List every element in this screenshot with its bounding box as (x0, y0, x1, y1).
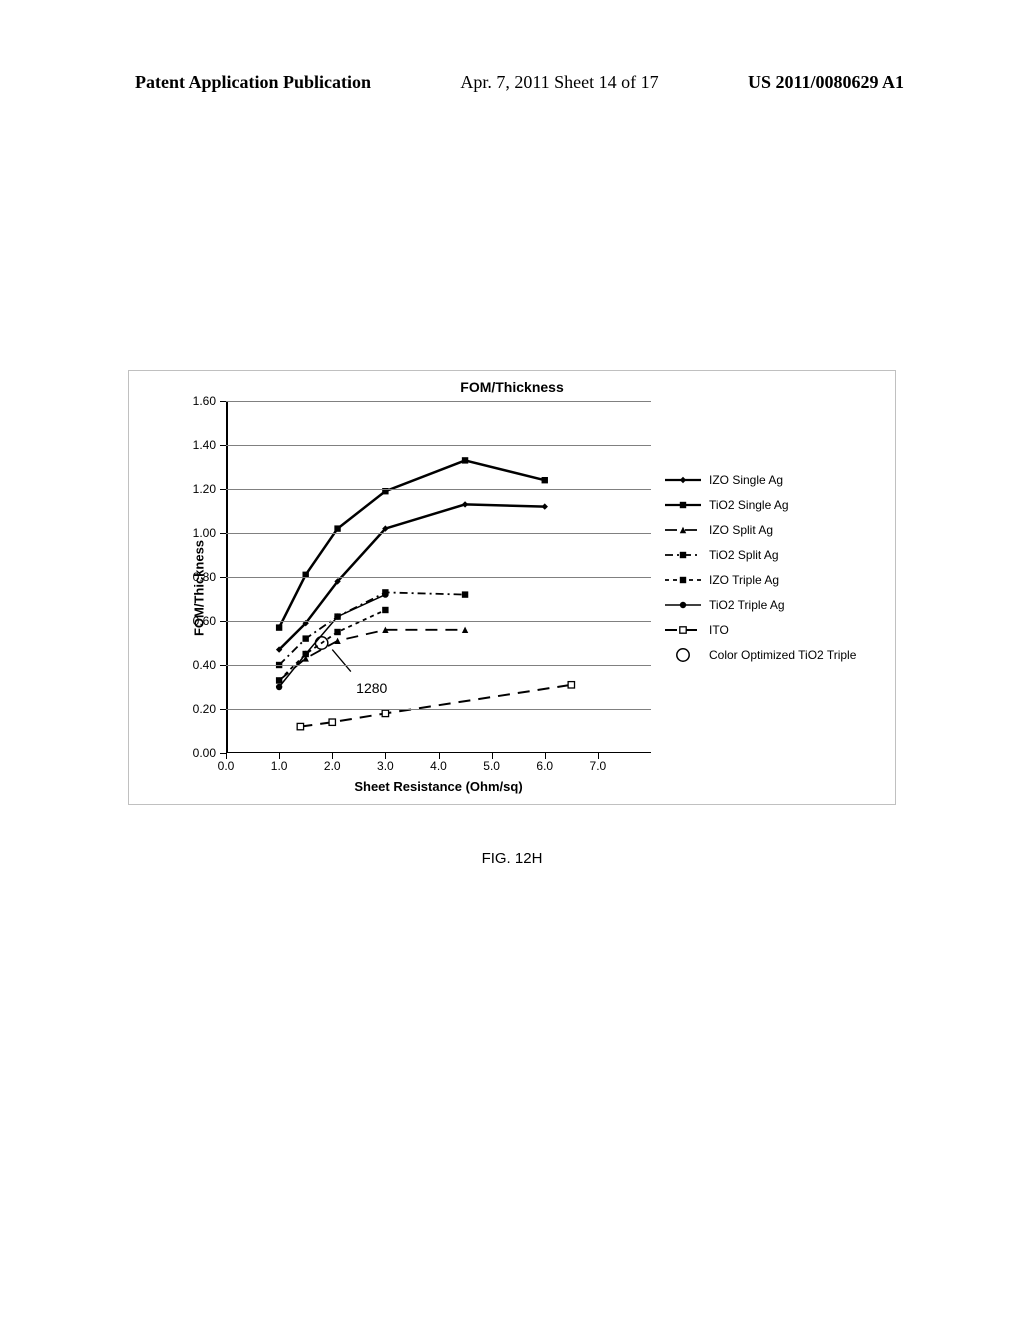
xtick-mark (492, 753, 493, 759)
xtick-label: 6.0 (536, 759, 553, 773)
legend-label: IZO Split Ag (709, 523, 773, 537)
xtick-label: 2.0 (324, 759, 341, 773)
xtick-mark (545, 753, 546, 759)
xtick-mark (226, 753, 227, 759)
ytick-label: 1.00 (193, 526, 216, 540)
ytick-mark (220, 577, 226, 578)
plot-area: 0.000.200.400.600.801.001.201.401.600.01… (226, 401, 651, 753)
gridline (226, 445, 651, 446)
gridline (226, 621, 651, 622)
gridline (226, 489, 651, 490)
legend-label: TiO2 Split Ag (709, 548, 779, 562)
xtick-label: 5.0 (483, 759, 500, 773)
xtick-label: 4.0 (430, 759, 447, 773)
ytick-mark (220, 489, 226, 490)
legend-label: IZO Triple Ag (709, 573, 779, 587)
legend-swatch (665, 573, 701, 587)
ytick-mark (220, 401, 226, 402)
legend-label: ITO (709, 623, 729, 637)
legend-item: Color Optimized TiO2 Triple (665, 646, 883, 663)
legend-swatch (665, 548, 701, 562)
xtick-label: 7.0 (590, 759, 607, 773)
gridline (226, 401, 651, 402)
legend-swatch (665, 598, 701, 612)
gridline (226, 577, 651, 578)
ytick-label: 0.80 (193, 570, 216, 584)
ytick-label: 1.40 (193, 438, 216, 452)
page-header: Patent Application Publication Apr. 7, 2… (0, 72, 1024, 93)
legend-swatch (665, 498, 701, 512)
xtick-mark (332, 753, 333, 759)
legend-item: ITO (665, 621, 883, 638)
xtick-label: 3.0 (377, 759, 394, 773)
legend-item: IZO Split Ag (665, 521, 883, 538)
annotation-text: 1280 (356, 680, 387, 696)
ytick-mark (220, 621, 226, 622)
legend-item: TiO2 Triple Ag (665, 596, 883, 613)
ytick-label: 0.40 (193, 658, 216, 672)
xtick-mark (385, 753, 386, 759)
legend-label: TiO2 Single Ag (709, 498, 789, 512)
ytick-mark (220, 533, 226, 534)
x-axis-label: Sheet Resistance (Ohm/sq) (226, 779, 651, 794)
header-left: Patent Application Publication (135, 72, 371, 93)
legend-item: IZO Single Ag (665, 471, 883, 488)
xtick-label: 1.0 (271, 759, 288, 773)
header-center: Apr. 7, 2011 Sheet 14 of 17 (460, 72, 658, 93)
gridline (226, 709, 651, 710)
xtick-mark (439, 753, 440, 759)
xtick-label: 0.0 (218, 759, 235, 773)
legend: IZO Single Ag TiO2 Single Ag IZO Split Ag T… (665, 471, 883, 671)
ytick-label: 1.20 (193, 482, 216, 496)
legend-swatch (665, 623, 701, 637)
legend-label: IZO Single Ag (709, 473, 783, 487)
ytick-mark (220, 445, 226, 446)
legend-swatch (665, 523, 701, 537)
ytick-label: 1.60 (193, 394, 216, 408)
legend-item: TiO2 Single Ag (665, 496, 883, 513)
figure-label: FIG. 12H (0, 850, 1024, 867)
ytick-mark (220, 665, 226, 666)
legend-item: TiO2 Split Ag (665, 546, 883, 563)
legend-label: Color Optimized TiO2 Triple (709, 648, 856, 662)
gridline (226, 533, 651, 534)
header-right: US 2011/0080629 A1 (748, 72, 904, 93)
ytick-label: 0.60 (193, 614, 216, 628)
ytick-label: 0.20 (193, 702, 216, 716)
chart-container: FOM/Thickness FOM/Thickness Sheet Resist… (128, 370, 896, 805)
xtick-mark (598, 753, 599, 759)
legend-item: IZO Triple Ag (665, 571, 883, 588)
gridline (226, 665, 651, 666)
legend-swatch (665, 473, 701, 487)
legend-swatch (665, 648, 701, 662)
xtick-mark (279, 753, 280, 759)
chart-title: FOM/Thickness (129, 379, 895, 395)
legend-label: TiO2 Triple Ag (709, 598, 785, 612)
ytick-mark (220, 709, 226, 710)
ytick-label: 0.00 (193, 746, 216, 760)
